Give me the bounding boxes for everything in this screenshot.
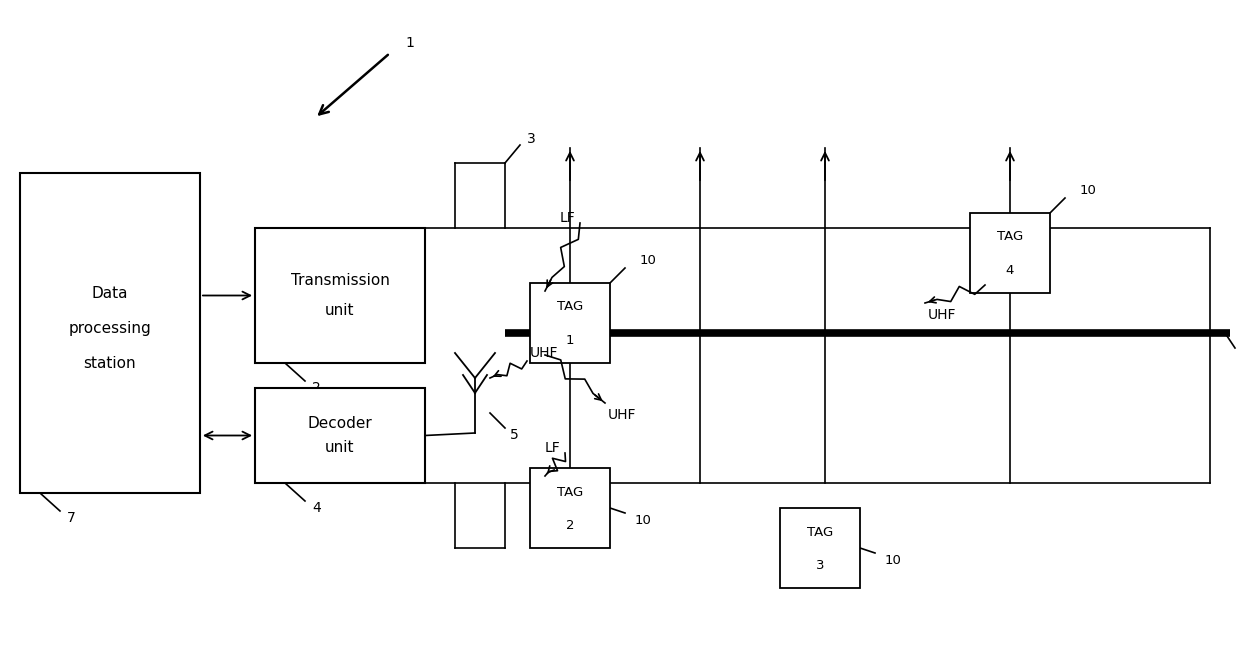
Text: 4: 4 [1006, 264, 1014, 277]
Bar [255, 388, 425, 483]
Text: 4: 4 [312, 501, 321, 515]
Text: 10: 10 [635, 514, 652, 526]
Text: 3: 3 [816, 559, 825, 572]
Text: UHF: UHF [608, 408, 636, 422]
Text: 7: 7 [67, 511, 76, 525]
Bar [529, 468, 610, 548]
Text: 1: 1 [565, 334, 574, 347]
Text: UHF: UHF [928, 308, 956, 322]
Text: TAG: TAG [997, 230, 1023, 244]
Text: TAG: TAG [557, 301, 583, 313]
Text: 2: 2 [312, 381, 321, 395]
Text: 5: 5 [510, 428, 518, 442]
Text: unit: unit [325, 303, 355, 318]
Text: TAG: TAG [557, 486, 583, 498]
Text: 3: 3 [527, 132, 536, 146]
Bar [255, 228, 425, 363]
Text: station: station [83, 355, 136, 371]
Text: LF: LF [559, 211, 575, 225]
Text: 2: 2 [565, 519, 574, 532]
Text: processing: processing [68, 321, 151, 335]
Text: unit: unit [325, 440, 355, 455]
Text: 1: 1 [405, 36, 414, 50]
Text: Transmission: Transmission [290, 273, 389, 288]
Text: 10: 10 [885, 554, 901, 566]
Text: TAG: TAG [807, 526, 833, 538]
Bar [20, 173, 200, 493]
Text: Decoder: Decoder [308, 416, 372, 431]
Text: Data: Data [92, 285, 128, 301]
Bar [970, 213, 1050, 293]
Bar [529, 283, 610, 363]
Text: 10: 10 [1080, 184, 1097, 198]
Text: UHF: UHF [529, 346, 558, 360]
Text: LF: LF [544, 441, 560, 455]
Text: 10: 10 [640, 255, 657, 267]
Bar [780, 508, 861, 588]
